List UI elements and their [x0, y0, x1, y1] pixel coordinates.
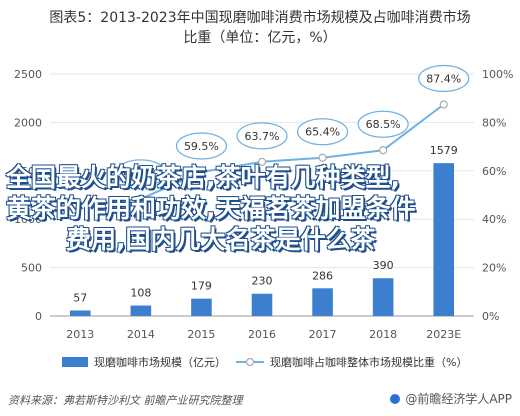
line-value-label: 59.5% [184, 140, 219, 153]
line-label-bubble [175, 132, 228, 160]
y-right-tick-label: 40% [482, 213, 506, 226]
line-label-bubble [296, 118, 349, 146]
line-point [257, 157, 267, 166]
y-left-tick-label: 2500 [14, 68, 42, 81]
line-point [379, 146, 388, 155]
bar [251, 293, 273, 316]
y-left-tick-label: 500 [21, 262, 42, 275]
bar [372, 278, 394, 316]
line-value-label: 87.4% [426, 72, 461, 85]
bar-value-label: 108 [130, 287, 151, 300]
y-left-tick-label: 1500 [14, 165, 42, 178]
footer-brand: @前瞻经济学人APP [389, 390, 512, 407]
x-tick-label: 2014 [127, 328, 155, 341]
line-label-bubble [236, 122, 288, 150]
bar [191, 298, 212, 316]
legend-line-label: 现磨咖啡占咖啡整体市场规模比重（%） [270, 355, 467, 369]
line-point [439, 100, 448, 109]
x-tick-label: 2018 [369, 328, 397, 341]
y-right-tick-label: 80% [482, 116, 506, 129]
chart-title: 图表5：2013-2023年中国现磨咖啡消费市场规模及占咖啡消费市场 比重（单位… [0, 8, 520, 48]
y-left-tick-label: 2000 [14, 116, 42, 129]
y-right-tick-label: 100% [482, 68, 513, 81]
y-right-tick-label: 20% [482, 262, 506, 275]
bar-value-label: 57 [73, 291, 87, 304]
line-point [318, 153, 327, 162]
y-left-tick-label: 1000 [14, 213, 42, 226]
x-tick-label: 2015 [187, 328, 215, 341]
footer-brand-text: @前瞻经济学人APP [405, 392, 512, 406]
bar [130, 305, 152, 316]
line-value-label: 65.4% [305, 126, 340, 139]
bar [312, 288, 333, 316]
line-label-bubble [418, 64, 470, 93]
bar-value-label: 230 [252, 275, 273, 288]
line-value-label: 68.5% [366, 118, 401, 131]
x-tick-label: 2017 [309, 328, 337, 341]
chart-title-line2: 比重（单位：亿元，%） [183, 30, 337, 46]
y-left-tick-label: 0 [35, 310, 42, 323]
y-right-tick-label: 0% [482, 310, 499, 323]
line-label-bubble [357, 110, 409, 138]
line-point [136, 194, 145, 203]
chart-title-line1: 图表5：2013-2023年中国现磨咖啡消费市场规模及占咖啡消费市场 [49, 10, 471, 26]
line-series-path [140, 103, 445, 200]
line-point [197, 167, 206, 177]
bar [69, 310, 91, 316]
legend-bar-label: 现磨咖啡市场规模（亿元） [94, 355, 226, 369]
bar-value-label: 390 [373, 259, 394, 272]
x-tick-label: 2023E [426, 328, 461, 341]
line-value-label: 63.7% [245, 130, 280, 143]
legend-bar-swatch [62, 357, 88, 367]
line-label-bubble [115, 159, 167, 187]
y-right-tick-label: 60% [482, 165, 506, 178]
x-tick-label: 2016 [248, 328, 276, 341]
legend-line-marker [245, 357, 255, 367]
bar [433, 163, 455, 316]
line-value-label: 48.4% [123, 167, 158, 180]
x-tick-label: 2013 [66, 328, 94, 341]
bar-value-label: 1579 [430, 144, 458, 157]
brand-logo-icon [389, 393, 401, 405]
bar-value-label: 286 [312, 269, 333, 282]
bar-value-label: 179 [191, 280, 212, 293]
footer-source: 资料来源：弗若斯特沙利文 前瞻产业研究院整理 [8, 394, 243, 407]
